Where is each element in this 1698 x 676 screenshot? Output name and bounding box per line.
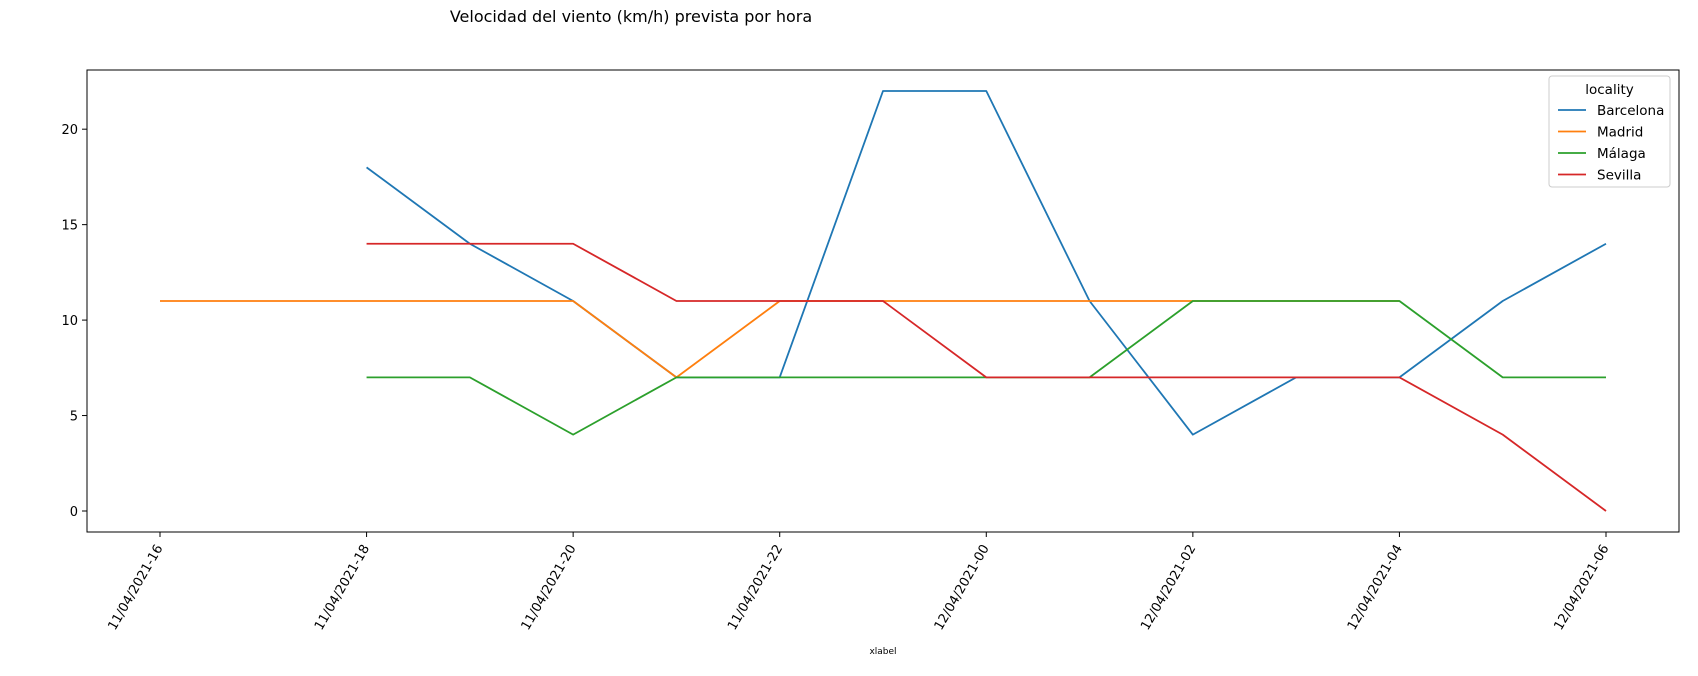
y-axis: 0 5 10 15 20 bbox=[61, 123, 87, 520]
x-tick-label: 12/04/2021-00 bbox=[932, 542, 993, 633]
chart-title: Velocidad del viento (km/h) prevista por… bbox=[450, 7, 812, 26]
x-tick-label: 11/04/2021-20 bbox=[519, 542, 580, 633]
series-line-málaga bbox=[366, 300, 1606, 436]
plot-area bbox=[160, 90, 1607, 512]
legend-label: Madrid bbox=[1597, 125, 1643, 141]
plot-frame bbox=[86, 69, 1680, 533]
x-axis: 11/04/2021-16 11/04/2021-18 11/04/2021-20 1… bbox=[105, 532, 1612, 633]
legend-items: Barcelona Madrid Málaga Sevilla bbox=[1558, 103, 1664, 184]
x-tick-label: 11/04/2021-22 bbox=[725, 542, 786, 633]
x-axis-label: xlabel bbox=[869, 647, 896, 657]
x-tick-label: 12/04/2021-02 bbox=[1138, 542, 1199, 633]
legend: locality Barcelona Madrid Málaga Sevilla bbox=[1548, 75, 1671, 188]
y-tick-label: 15 bbox=[61, 219, 78, 234]
y-tick-label: 0 bbox=[70, 505, 78, 520]
y-tick-label: 20 bbox=[61, 123, 78, 138]
legend-title: locality bbox=[1585, 82, 1634, 98]
legend-label: Sevilla bbox=[1597, 168, 1641, 184]
x-tick-label: 11/04/2021-16 bbox=[105, 542, 166, 633]
x-tick-label: 11/04/2021-18 bbox=[312, 542, 373, 633]
x-tick-label: 12/04/2021-06 bbox=[1551, 542, 1612, 633]
series-line-madrid bbox=[160, 300, 1400, 379]
legend-box bbox=[1548, 75, 1671, 188]
y-tick-label: 10 bbox=[61, 314, 78, 329]
series-line-sevilla bbox=[366, 242, 1607, 512]
series-line-barcelona bbox=[366, 90, 1607, 436]
legend-label: Barcelona bbox=[1597, 103, 1664, 119]
x-tick-label: 12/04/2021-04 bbox=[1345, 542, 1406, 633]
legend-label: Málaga bbox=[1597, 146, 1646, 162]
y-tick-label: 5 bbox=[70, 410, 78, 425]
